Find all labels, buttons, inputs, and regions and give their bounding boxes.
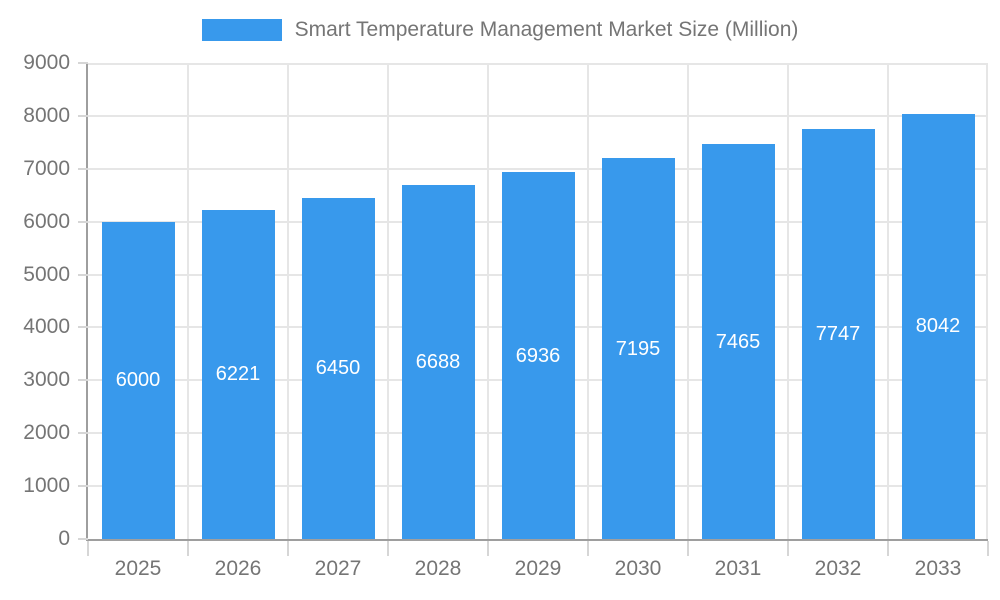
x-tick-mark	[487, 541, 489, 556]
x-tick-mark	[87, 541, 89, 556]
gridline-vertical	[587, 63, 589, 539]
y-tick-mark	[78, 220, 88, 223]
y-axis-label-0: 0	[58, 527, 70, 550]
y-axis-label-3000: 3000	[23, 368, 70, 392]
y-tick-mark	[78, 273, 88, 276]
y-axis-label-1000: 1000	[23, 474, 70, 498]
x-tick-mark	[387, 541, 389, 556]
bar-2030[interactable]: 7195	[601, 158, 675, 539]
bar-value-label: 6936	[515, 344, 561, 367]
plot-area: 6000 6221 6450 6688 6936 7195 7465 7747 8042	[86, 63, 988, 541]
gridline-vertical	[187, 63, 189, 539]
x-tick-mark	[887, 541, 889, 556]
x-tick-mark	[687, 541, 689, 556]
x-axis-label-2033: 2033	[914, 557, 962, 580]
gridline-vertical	[287, 63, 289, 539]
gridline-vertical	[887, 63, 889, 539]
y-tick-mark	[78, 379, 88, 382]
gridline-vertical	[387, 63, 389, 539]
gridline-vertical	[986, 63, 988, 539]
y-axis-label-2000: 2000	[23, 421, 70, 445]
y-axis-label-5000: 5000	[23, 262, 70, 286]
x-axis-label-2026: 2026	[214, 557, 262, 580]
y-tick-mark	[78, 62, 88, 64]
gridline-vertical	[687, 63, 689, 539]
gridline-horizontal	[88, 167, 988, 170]
x-axis-label-2032: 2032	[814, 557, 862, 580]
bar-2032[interactable]: 7747	[801, 129, 875, 539]
x-axis-label-2025: 2025	[114, 557, 162, 580]
bar-value-label: 7465	[715, 330, 761, 353]
x-axis-label-2027: 2027	[314, 557, 362, 580]
y-tick-mark	[78, 114, 88, 117]
bar-value-label: 6688	[415, 351, 461, 374]
bar-value-label: 7747	[815, 323, 861, 346]
y-tick-mark	[78, 538, 88, 540]
y-tick-mark	[78, 167, 88, 170]
y-axis-label-7000: 7000	[23, 156, 70, 180]
bar-value-label: 8042	[915, 315, 961, 338]
bar-2033[interactable]: 8042	[901, 113, 975, 539]
x-tick-mark	[987, 541, 989, 556]
x-tick-mark	[587, 541, 589, 556]
x-axis-label-2030: 2030	[614, 557, 662, 580]
y-axis-label-8000: 8000	[23, 103, 70, 127]
bar-2031[interactable]: 7465	[701, 144, 775, 539]
x-axis-label-2029: 2029	[514, 557, 562, 580]
y-axis-label-4000: 4000	[23, 315, 70, 339]
gridline-vertical	[487, 63, 489, 539]
x-tick-mark	[787, 541, 789, 556]
y-tick-mark	[78, 432, 88, 435]
x-axis-label-2031: 2031	[714, 557, 762, 580]
bar-2028[interactable]: 6688	[401, 185, 475, 539]
x-tick-mark	[187, 541, 189, 556]
gridline-horizontal	[88, 114, 988, 117]
gridline-horizontal	[88, 63, 988, 65]
bar-2027[interactable]: 6450	[301, 197, 375, 539]
y-tick-mark	[78, 485, 88, 488]
bar-value-label: 6000	[115, 369, 161, 392]
legend-label: Smart Temperature Management Market Size…	[294, 18, 799, 41]
bar-value-label: 7195	[615, 337, 661, 360]
bar-value-label: 6221	[215, 363, 261, 386]
y-axis-label-9000: 9000	[23, 51, 70, 74]
gridline-vertical	[787, 63, 789, 539]
y-axis-label-6000: 6000	[23, 209, 70, 233]
bar-2026[interactable]: 6221	[201, 209, 275, 539]
bar-2025[interactable]: 6000	[101, 221, 175, 539]
x-axis-label-2028: 2028	[414, 557, 462, 580]
legend-swatch	[201, 19, 282, 41]
y-tick-mark	[78, 326, 88, 329]
legend[interactable]: Smart Temperature Management Market Size…	[0, 18, 1000, 42]
x-tick-mark	[287, 541, 289, 556]
bar-2029[interactable]: 6936	[501, 172, 575, 539]
bar-value-label: 6450	[315, 357, 361, 380]
